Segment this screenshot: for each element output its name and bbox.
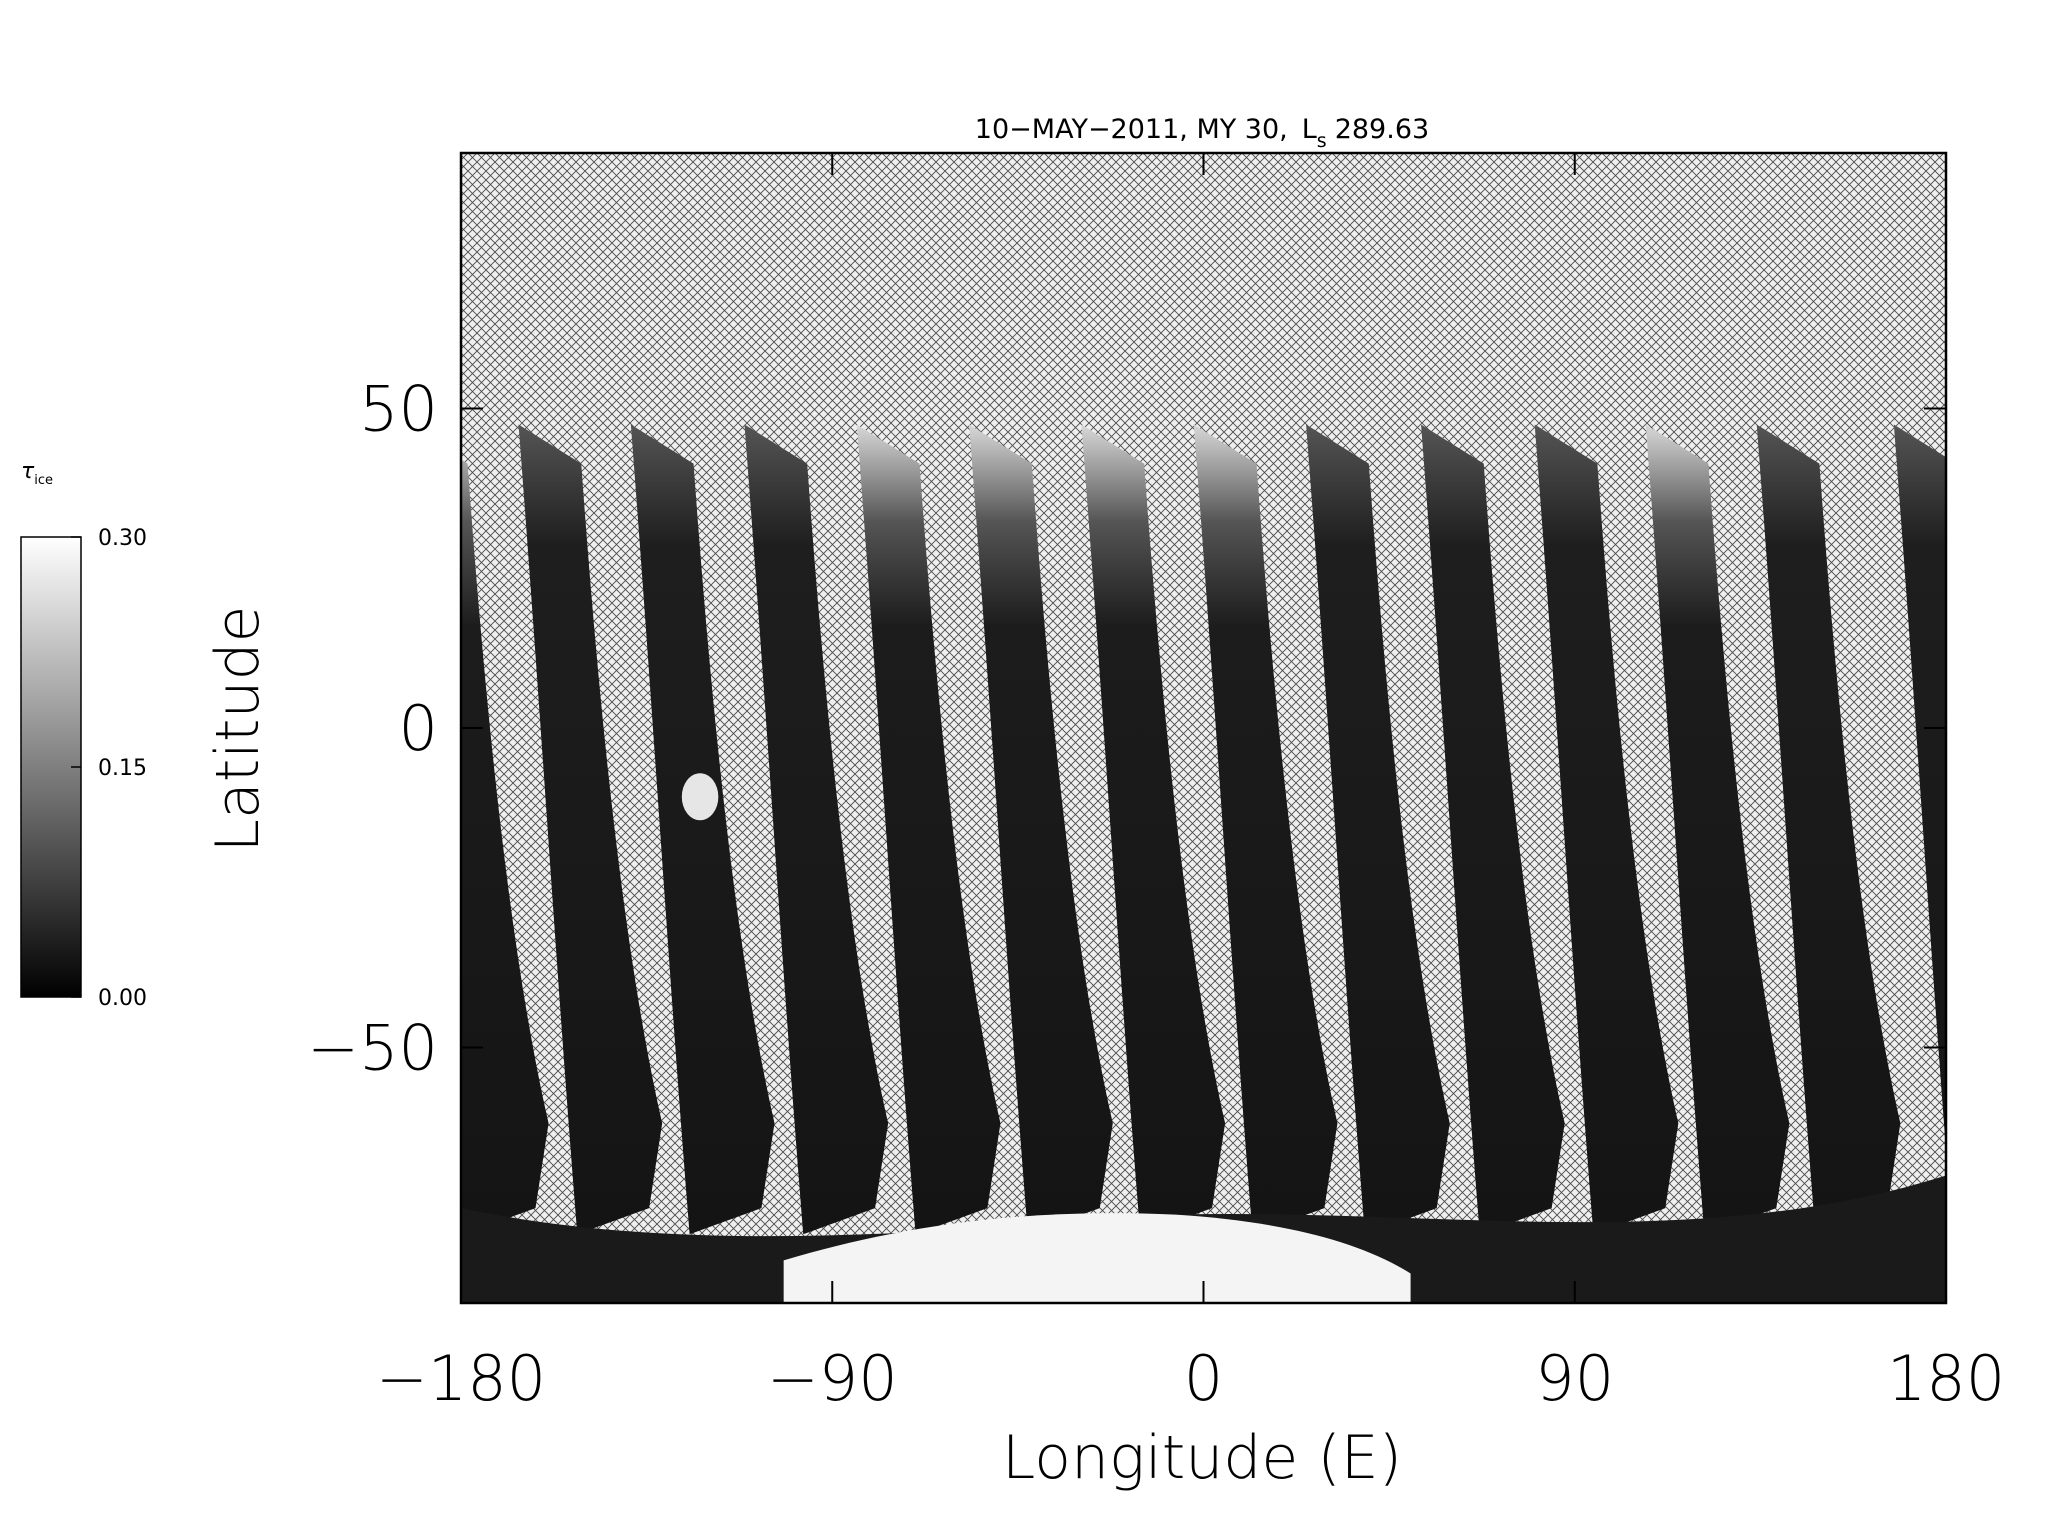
orbit-swath: [518, 424, 663, 1235]
chart-title: 10−MAY−2011, MY 30, Ls 289.63: [975, 114, 1429, 152]
colorbar-subscript: ice: [34, 473, 53, 488]
orbit-swath: [969, 424, 1113, 1235]
orbit-swath: [1645, 424, 1790, 1235]
map-image: [461, 153, 1946, 1303]
swaths: [461, 424, 1946, 1303]
x-tick-label: 90: [1535, 1342, 1614, 1415]
orbit-swath: [630, 424, 775, 1235]
polar-cap: [783, 1213, 1411, 1303]
title-text: 10−MAY−2011, MY 30,: [975, 114, 1288, 145]
orbit-swath: [856, 424, 1001, 1235]
colorbar-tick-label: 0.15: [98, 756, 147, 781]
colorbar-symbol: τ: [21, 459, 35, 484]
colorbar-label: τice: [21, 459, 53, 488]
orbit-swath: [1421, 424, 1565, 1235]
x-tick-label: 180: [1887, 1342, 2005, 1415]
colorbar-tick-label: 0.30: [98, 526, 147, 551]
y-tick-label: 50: [359, 373, 438, 446]
colorbar-tick-label: 0.00: [98, 986, 147, 1011]
y-axis-label: Latitude: [203, 606, 273, 853]
x-tick-label: −180: [376, 1342, 546, 1415]
title-value: 289.63: [1335, 114, 1429, 145]
title-subscript: s: [1317, 130, 1327, 152]
orbit-swath: [1534, 424, 1679, 1235]
orbit-swath: [1756, 424, 1901, 1235]
cloud-patch: [681, 773, 719, 821]
x-tick-label: 0: [1184, 1342, 1223, 1415]
orbit-swath: [461, 459, 549, 1235]
title-symbol: L: [1302, 114, 1317, 145]
orbit-swath: [1193, 424, 1338, 1235]
x-axis-label: Longitude (E): [1002, 1423, 1402, 1493]
y-tick-label: 0: [399, 692, 438, 765]
x-tick-label: −90: [767, 1342, 898, 1415]
orbit-swath: [744, 424, 889, 1235]
orbit-swath: [1306, 424, 1450, 1235]
orbit-swath: [1893, 424, 1946, 1151]
y-tick-label: −50: [307, 1011, 438, 1084]
orbit-swath: [1081, 424, 1226, 1235]
